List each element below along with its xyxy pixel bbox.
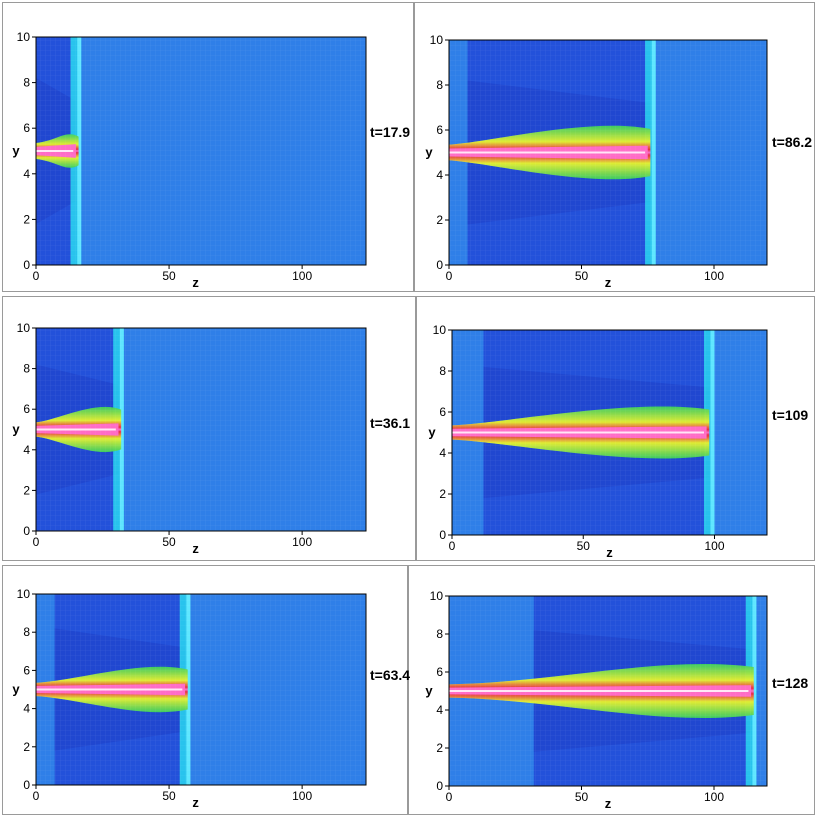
x-axis-label: z (606, 545, 613, 560)
y-tick-label: 4 (436, 168, 443, 182)
plot-area (36, 594, 366, 785)
axes-frame (448, 39, 768, 266)
y-tick-label: 10 (430, 589, 444, 603)
x-tick-label: 0 (446, 269, 453, 283)
y-tick-label: 4 (436, 703, 443, 717)
axes-frame (35, 36, 367, 266)
panel-left-bottom: 0 50 100 0 2 4 6 8 10 z y t=63.4 (12, 587, 410, 810)
time-label: t=109 (772, 407, 808, 423)
x-axis-label: z (192, 275, 199, 290)
y-tick-label: 2 (439, 487, 446, 501)
y-tick-label: 2 (23, 212, 30, 226)
mesh-overlay (452, 330, 767, 535)
x-tick-label: 50 (577, 539, 591, 553)
x-axis-label: z (192, 541, 199, 556)
axes-frame (448, 595, 768, 787)
panel-right-middle: 0 50 100 0 2 4 6 8 10 z y t=109 (428, 323, 808, 560)
x-tick-label: 50 (575, 790, 589, 804)
panel-right-top: 0 50 100 0 2 4 6 8 10 z y t=86.2 (425, 33, 812, 290)
panel-right-bottom: 0 50 100 0 2 4 6 8 10 z y t=128 (425, 589, 808, 811)
y-axis-label: y (12, 682, 20, 697)
y-tick-label: 6 (436, 665, 443, 679)
mesh-overlay (36, 37, 366, 265)
time-label: t=36.1 (370, 415, 410, 431)
y-tick-label: 8 (436, 78, 443, 92)
y-tick-label: 8 (439, 364, 446, 378)
x-tick-label: 50 (162, 535, 176, 549)
time-label: t=128 (772, 675, 808, 691)
y-axis-label: y (428, 425, 436, 440)
y-tick-label: 4 (23, 702, 30, 716)
y-tick-label: 4 (439, 446, 446, 460)
y-tick-label: 2 (23, 483, 30, 497)
plot-area (449, 40, 767, 265)
y-tick-label: 0 (23, 778, 30, 792)
y-tick-label: 0 (436, 258, 443, 272)
x-tick-label: 100 (292, 789, 312, 803)
y-tick-label: 6 (23, 402, 30, 416)
panel-left-top: 0 50 100 0 2 4 6 8 10 z y t=17.9 (12, 30, 410, 290)
y-tick-label: 10 (17, 30, 31, 44)
x-tick-label: 0 (33, 269, 40, 283)
x-tick-label: 100 (704, 790, 724, 804)
mesh-overlay (36, 328, 366, 531)
y-tick-label: 8 (23, 362, 30, 376)
y-tick-label: 10 (433, 323, 447, 337)
x-tick-label: 0 (33, 535, 40, 549)
x-tick-label: 50 (162, 269, 176, 283)
mesh-overlay (36, 594, 366, 785)
x-tick-label: 0 (446, 790, 453, 804)
plot-area (452, 330, 767, 535)
y-tick-label: 10 (17, 587, 31, 601)
mesh-overlay (449, 40, 767, 265)
x-tick-label: 100 (704, 539, 724, 553)
time-label: t=63.4 (370, 667, 410, 683)
y-tick-label: 8 (436, 627, 443, 641)
y-tick-label: 6 (23, 663, 30, 677)
x-tick-label: 100 (704, 269, 724, 283)
x-tick-label: 0 (33, 789, 40, 803)
y-axis-label: y (12, 143, 20, 158)
y-tick-label: 2 (23, 740, 30, 754)
x-tick-label: 50 (575, 269, 589, 283)
y-tick-label: 2 (436, 213, 443, 227)
y-tick-label: 4 (23, 167, 30, 181)
plot-area (36, 328, 366, 531)
mesh-overlay (449, 596, 767, 786)
x-tick-label: 100 (292, 269, 312, 283)
time-label: t=86.2 (772, 134, 812, 150)
y-tick-label: 8 (23, 76, 30, 90)
x-axis-label: z (605, 275, 612, 290)
y-tick-label: 10 (430, 33, 444, 47)
y-axis-label: y (425, 145, 433, 160)
y-tick-label: 6 (439, 405, 446, 419)
y-tick-label: 0 (439, 528, 446, 542)
y-tick-label: 8 (23, 625, 30, 639)
panel-left-middle: 0 50 100 0 2 4 6 8 10 z y t=36.1 (12, 321, 410, 556)
y-tick-label: 6 (436, 123, 443, 137)
x-axis-label: z (605, 796, 612, 811)
y-tick-label: 0 (23, 258, 30, 272)
y-tick-label: 10 (17, 321, 31, 335)
y-tick-label: 4 (23, 443, 30, 457)
y-tick-label: 0 (23, 524, 30, 538)
plot-area (449, 596, 767, 786)
plot-area (36, 37, 366, 265)
axes-frame (451, 329, 768, 536)
axes-frame (35, 593, 367, 786)
time-label: t=17.9 (370, 124, 410, 140)
x-tick-label: 50 (162, 789, 176, 803)
y-tick-label: 0 (436, 779, 443, 793)
y-axis-label: y (425, 683, 433, 698)
x-axis-label: z (192, 795, 199, 810)
axes-frame (35, 327, 367, 532)
x-tick-label: 0 (449, 539, 456, 553)
y-tick-label: 2 (436, 741, 443, 755)
y-axis-label: y (12, 422, 20, 437)
x-tick-label: 100 (292, 535, 312, 549)
y-tick-label: 6 (23, 121, 30, 135)
